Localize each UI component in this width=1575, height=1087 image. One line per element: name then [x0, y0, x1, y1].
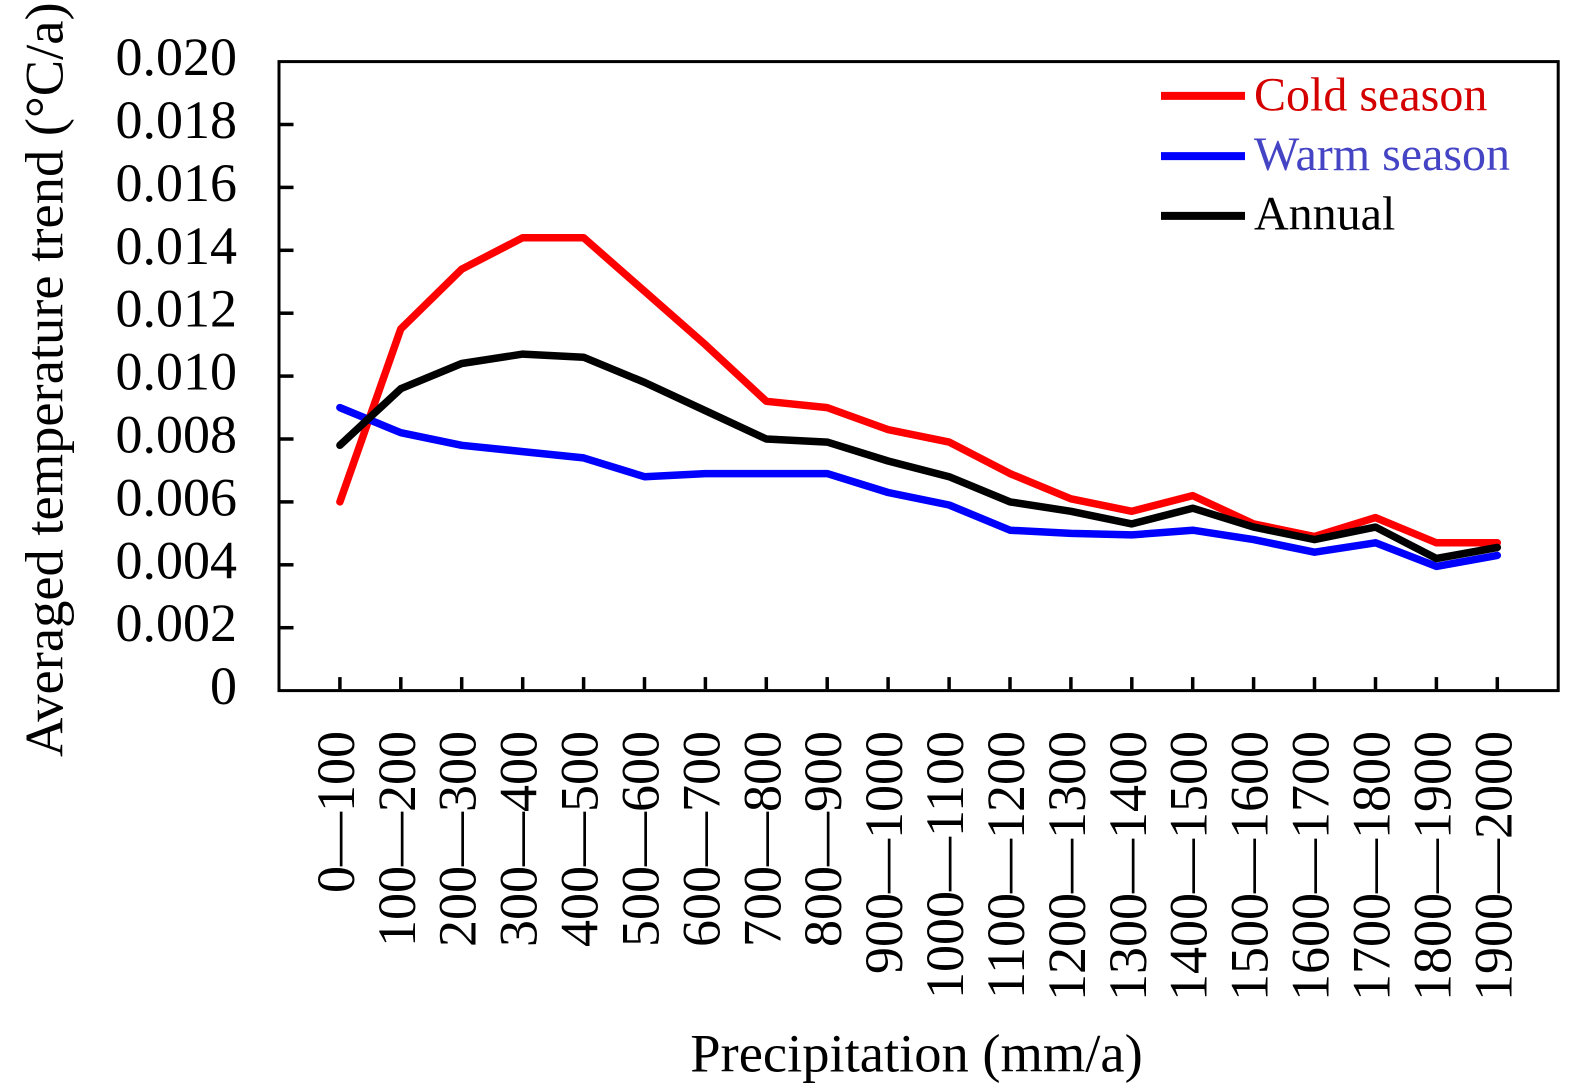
svg-text:0.008: 0.008 — [116, 405, 238, 465]
svg-text:1700—1800: 1700—1800 — [1342, 731, 1402, 1001]
svg-text:1100—1200: 1100—1200 — [976, 731, 1036, 999]
svg-text:1500—1600: 1500—1600 — [1220, 731, 1280, 1001]
svg-text:0—100: 0—100 — [306, 731, 366, 893]
svg-text:0.016: 0.016 — [116, 153, 238, 213]
svg-text:Cold season: Cold season — [1254, 68, 1487, 121]
svg-text:800—900: 800—900 — [793, 731, 853, 947]
svg-text:700—800: 700—800 — [732, 731, 792, 947]
svg-text:0.018: 0.018 — [116, 90, 238, 150]
svg-text:0.002: 0.002 — [116, 593, 238, 653]
svg-text:900—1000: 900—1000 — [854, 731, 914, 974]
svg-text:100—200: 100—200 — [367, 731, 427, 947]
svg-text:0.004: 0.004 — [116, 530, 238, 590]
svg-text:1400—1500: 1400—1500 — [1159, 731, 1219, 1001]
svg-text:300—400: 300—400 — [489, 731, 549, 947]
svg-text:0.010: 0.010 — [116, 342, 238, 402]
svg-text:0: 0 — [210, 656, 237, 716]
svg-text:1200—1300: 1200—1300 — [1037, 731, 1097, 1001]
svg-text:Averaged temperature trend (°C: Averaged temperature trend (°C/a) — [14, 2, 75, 757]
svg-text:1000—1100: 1000—1100 — [915, 731, 975, 999]
svg-text:Warm season: Warm season — [1254, 128, 1510, 181]
svg-text:Annual: Annual — [1254, 188, 1395, 241]
svg-text:500—600: 500—600 — [611, 731, 671, 947]
svg-text:1900—2000: 1900—2000 — [1463, 731, 1523, 1001]
svg-text:200—300: 200—300 — [428, 731, 488, 947]
svg-text:0.006: 0.006 — [116, 467, 238, 527]
svg-text:0.014: 0.014 — [116, 216, 238, 276]
svg-text:1800—1900: 1800—1900 — [1402, 731, 1462, 1001]
svg-text:400—500: 400—500 — [550, 731, 610, 947]
svg-text:1300—1400: 1300—1400 — [1098, 731, 1158, 1001]
svg-text:0.012: 0.012 — [116, 279, 238, 339]
svg-text:Precipitation (mm/a): Precipitation (mm/a) — [690, 1022, 1143, 1083]
svg-text:1600—1700: 1600—1700 — [1281, 731, 1341, 1001]
svg-text:0.020: 0.020 — [116, 27, 238, 87]
svg-text:600—700: 600—700 — [671, 731, 731, 947]
